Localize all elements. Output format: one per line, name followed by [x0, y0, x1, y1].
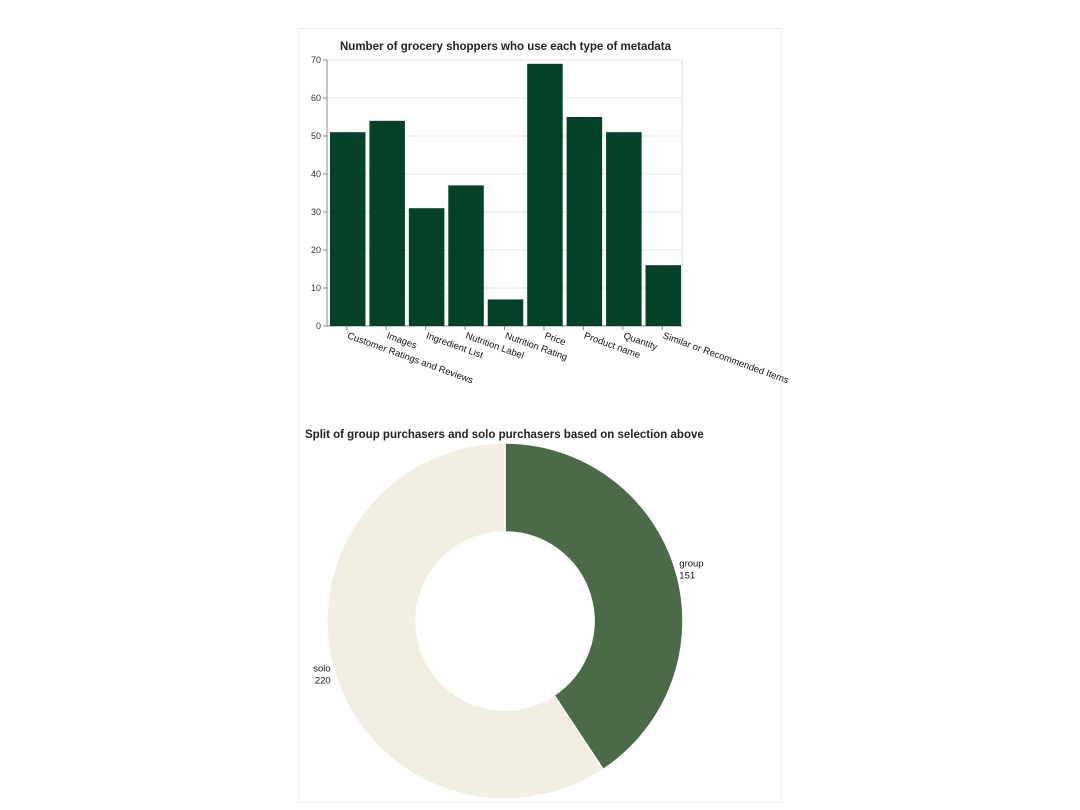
- donut-chart: Split of group purchasers and solo purch…: [304, 428, 705, 800]
- slice-group: [504, 442, 684, 771]
- slice-label-solo: solo: [313, 663, 330, 674]
- y-tick-label: 20: [311, 245, 321, 255]
- slice-value-solo: 220: [315, 675, 331, 686]
- donut-slices: [326, 442, 684, 800]
- bar-similar-or-recommended-items: [645, 265, 682, 326]
- bar-chart-title: Number of grocery shoppers who use each …: [340, 41, 672, 53]
- bar-nutrition-rating: [487, 299, 524, 326]
- y-tick-label: 60: [311, 93, 321, 103]
- y-tick-label: 0: [316, 321, 321, 331]
- bar-quantity: [606, 132, 642, 326]
- slice-solo: [326, 442, 605, 800]
- bar-price: [527, 63, 563, 327]
- slice-value-group: 151: [679, 571, 695, 582]
- bar-chart: Number of grocery shoppers who use each …: [311, 40, 790, 387]
- x-tick-label-similar-or-recommended-items: Similar or Recommended Items: [661, 330, 790, 386]
- bar-images: [369, 120, 405, 326]
- bar-ingredient-list: [408, 208, 445, 326]
- bars: [329, 63, 682, 327]
- y-tick-label: 70: [311, 55, 321, 65]
- y-tick-label: 40: [311, 169, 321, 179]
- y-tick-label: 50: [311, 131, 321, 141]
- y-tick-label: 10: [311, 283, 321, 293]
- bar-customer-ratings-and-reviews: [329, 132, 366, 326]
- bar-nutrition-label: [448, 185, 484, 326]
- slice-label-group: group: [679, 559, 703, 570]
- donut-chart-title: Split of group purchasers and solo purch…: [305, 429, 704, 441]
- bar-product-name: [566, 117, 603, 326]
- y-tick-label: 30: [311, 207, 321, 217]
